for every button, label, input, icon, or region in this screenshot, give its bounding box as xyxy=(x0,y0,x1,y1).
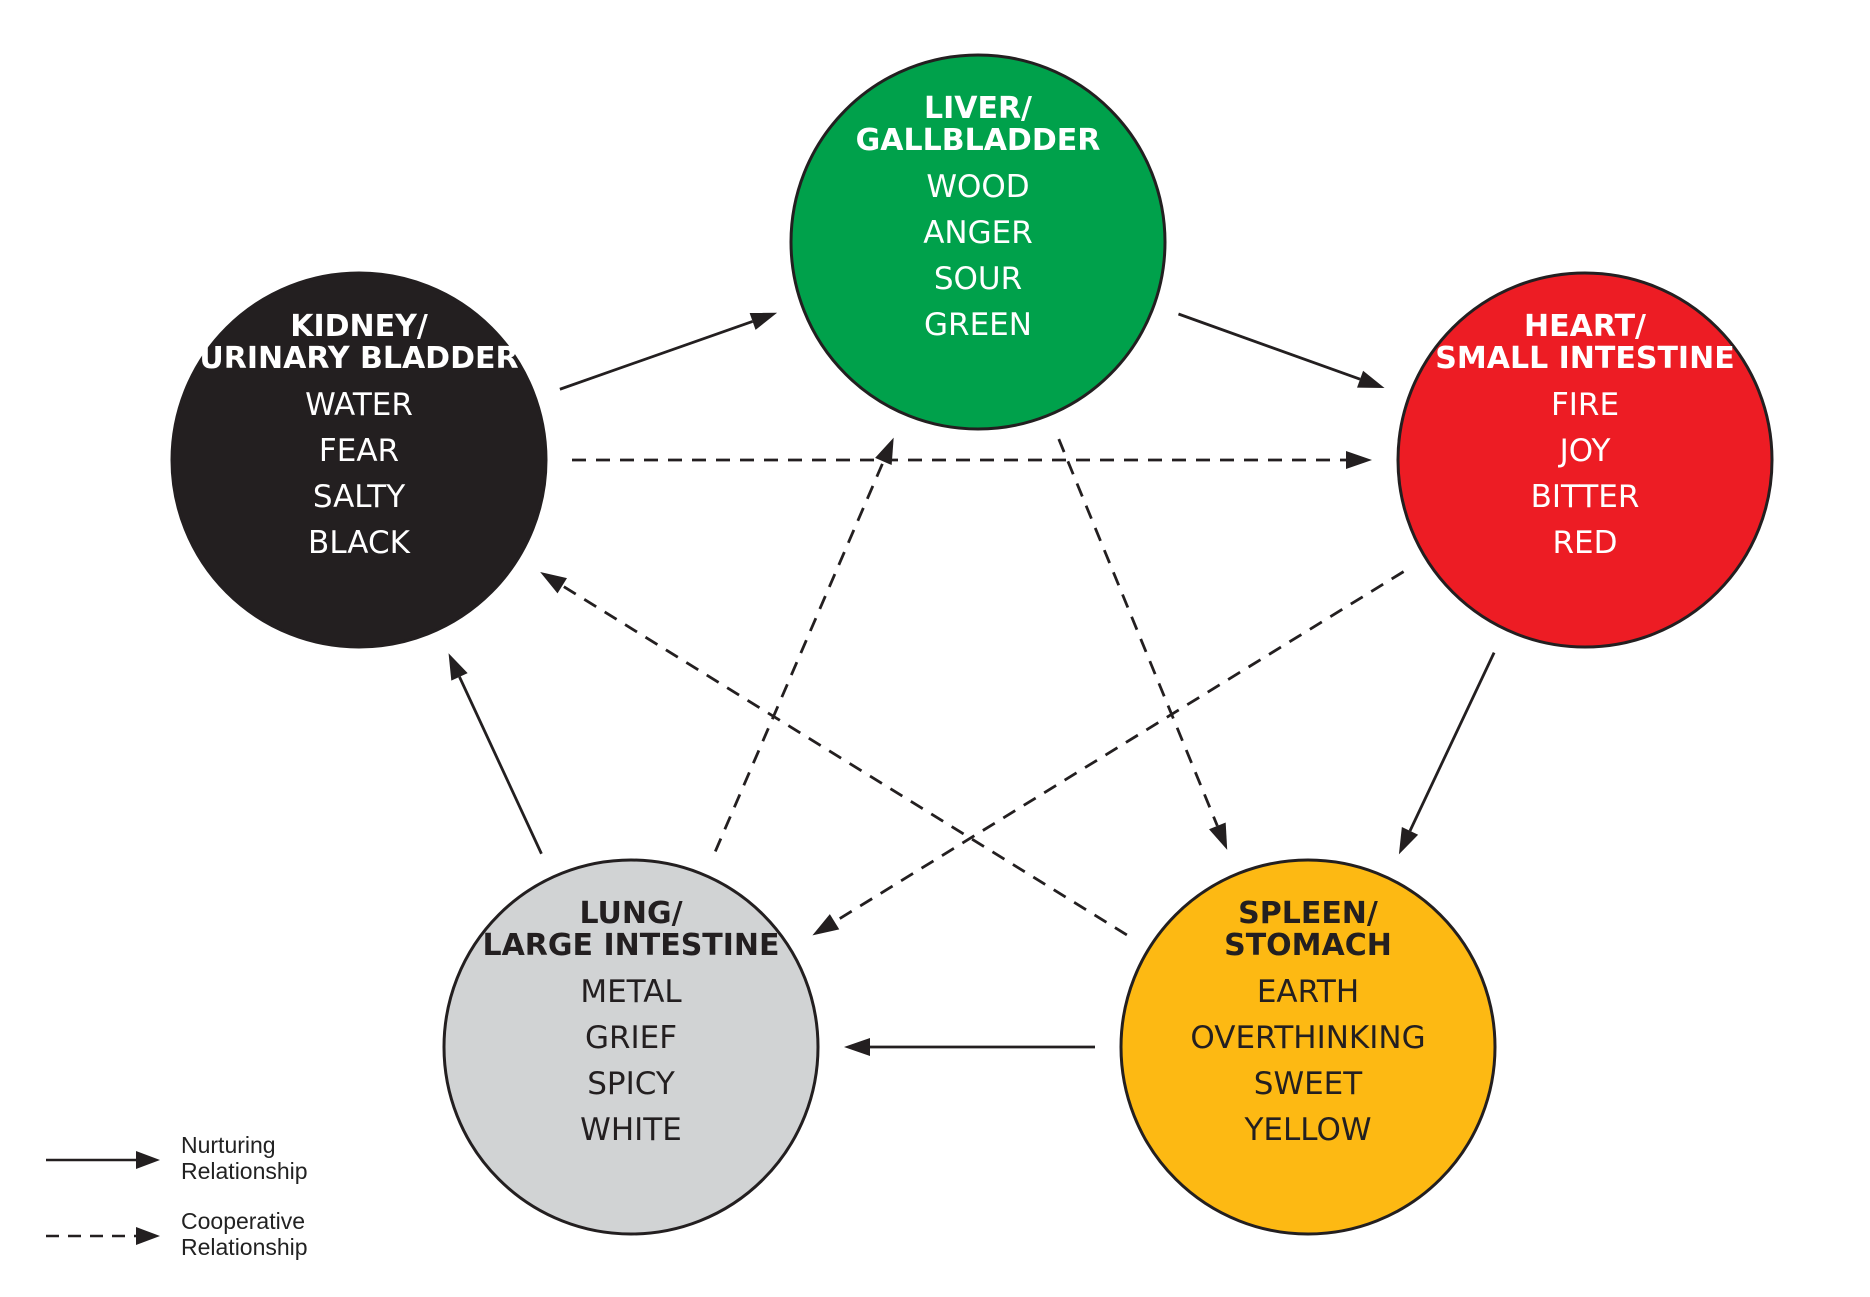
nurturing-arrow-line xyxy=(1408,652,1496,832)
nurturing-arrow-kidney-to-liver xyxy=(559,312,778,391)
cooperative-arrow-spleen-to-kidney xyxy=(540,572,1128,937)
spleen-attribute-3: SWEET xyxy=(1254,1066,1364,1102)
kidney-attribute-2: FEAR xyxy=(319,433,399,469)
liver-attribute-3: SOUR xyxy=(934,261,1022,297)
spleen-node: SPLEEN/STOMACH EARTH OVERTHINKING SWEET YELL… xyxy=(1119,858,1497,1236)
liver-title-line-1: LIVER/ xyxy=(924,91,1032,126)
heart-title-line-1: HEART/ xyxy=(1524,309,1646,344)
kidney-title-line-2: URINARY BLADDER xyxy=(199,341,518,376)
kidney-node: KIDNEY/URINARY BLADDER WATER FEAR SALTY BLAC… xyxy=(170,271,548,649)
lung-title-line-1: LUNG/ xyxy=(579,896,682,931)
cooperative-arrow-lung-to-liver xyxy=(714,437,894,852)
liver-attribute-4: GREEN xyxy=(924,307,1032,343)
lung-attribute-2: GRIEF xyxy=(585,1020,677,1056)
lung-attribute-1: METAL xyxy=(580,974,682,1010)
nurturing-arrow-line xyxy=(458,676,543,855)
nurturing-arrow-liver-to-heart xyxy=(1177,312,1385,389)
cooperative-arrow-line xyxy=(561,584,1128,937)
nurturing-arrowhead xyxy=(448,653,468,681)
cooperative-arrow-line xyxy=(714,460,885,852)
legend-nurturing: Nurturing Relationship xyxy=(46,1132,308,1184)
legend-cooperative: Cooperative Relationship xyxy=(46,1208,308,1260)
cooperative-arrowhead xyxy=(1209,822,1228,850)
spleen-attribute-1: EARTH xyxy=(1257,974,1359,1010)
liver-attribute-1: WOOD xyxy=(926,169,1029,205)
legend-nurturing-label-line2: Relationship xyxy=(181,1158,308,1184)
kidney-title-line-1: KIDNEY/ xyxy=(290,309,428,344)
cooperative-arrow-heart-to-lung xyxy=(812,570,1405,936)
legend-cooperative-label-line2: Relationship xyxy=(181,1234,308,1260)
kidney-circle xyxy=(170,271,548,649)
kidney-attribute-3: SALTY xyxy=(313,479,405,515)
heart-attribute-4: RED xyxy=(1553,525,1618,561)
nurturing-arrowhead xyxy=(1398,827,1419,855)
spleen-attribute-2: OVERTHINKING xyxy=(1190,1020,1425,1056)
legend-cooperative-label-line1: Cooperative xyxy=(181,1208,305,1234)
cooperative-arrow-liver-to-spleen xyxy=(1057,438,1228,850)
heart-circle xyxy=(1396,271,1774,649)
liver-title-line-2: GALLBLADDER xyxy=(856,123,1101,158)
heart-node: HEART/SMALL INTESTINE FIRE JOY BITTER RED xyxy=(1396,271,1774,649)
cooperative-arrow-kidney-to-heart xyxy=(572,451,1372,469)
liver-node: LIVER/GALLBLADDER WOOD ANGER SOUR GREEN xyxy=(789,53,1167,431)
cooperative-arrow-line xyxy=(1057,438,1219,827)
nurturing-arrow-spleen-to-lung xyxy=(844,1038,1095,1056)
liver-attribute-2: ANGER xyxy=(923,215,1033,251)
cooperative-arrowhead xyxy=(812,914,840,936)
spleen-circle xyxy=(1119,858,1497,1236)
cooperative-arrowhead xyxy=(1346,451,1372,469)
relationship-arrows xyxy=(448,312,1496,1056)
heart-attribute-1: FIRE xyxy=(1551,387,1619,423)
nurturing-arrow-line xyxy=(559,320,754,391)
spleen-title-line-1: SPLEEN/ xyxy=(1238,896,1378,931)
legend-dashed-arrowhead xyxy=(136,1227,160,1245)
lung-node: LUNG/LARGE INTESTINE METAL GRIEF SPICY WHITE xyxy=(442,858,820,1236)
lung-title-line-2: LARGE INTESTINE xyxy=(482,928,779,963)
nurturing-arrowhead xyxy=(1357,370,1385,389)
lung-attribute-3: SPICY xyxy=(587,1066,675,1102)
spleen-attribute-4: YELLOW xyxy=(1243,1112,1371,1148)
kidney-attribute-1: WATER xyxy=(305,387,413,423)
nurturing-arrow-line xyxy=(1177,312,1361,381)
organ-nodes: LIVER/GALLBLADDER WOOD ANGER SOUR GREEN HEART… xyxy=(170,53,1774,1236)
nurturing-arrow-lung-to-kidney xyxy=(448,653,543,855)
heart-title-line-2: SMALL INTESTINE xyxy=(1435,341,1734,376)
heart-attribute-3: BITTER xyxy=(1531,479,1640,515)
legend-nurturing-label-line1: Nurturing xyxy=(181,1132,276,1158)
liver-circle xyxy=(789,53,1167,431)
spleen-title-line-2: STOMACH xyxy=(1224,928,1392,963)
legend: Nurturing Relationship Cooperative Relat… xyxy=(46,1132,308,1260)
cooperative-arrowhead xyxy=(540,572,567,594)
cooperative-arrow-line xyxy=(833,570,1405,923)
kidney-attribute-4: BLACK xyxy=(308,525,411,561)
nurturing-arrowhead xyxy=(749,312,778,330)
cooperative-arrowhead xyxy=(875,437,894,466)
lung-attribute-4: WHITE xyxy=(580,1112,682,1148)
nurturing-arrowhead xyxy=(844,1038,870,1056)
heart-attribute-2: JOY xyxy=(1558,433,1611,469)
nurturing-arrow-heart-to-spleen xyxy=(1398,652,1496,855)
lung-circle xyxy=(442,858,820,1236)
legend-solid-arrowhead xyxy=(136,1151,160,1169)
